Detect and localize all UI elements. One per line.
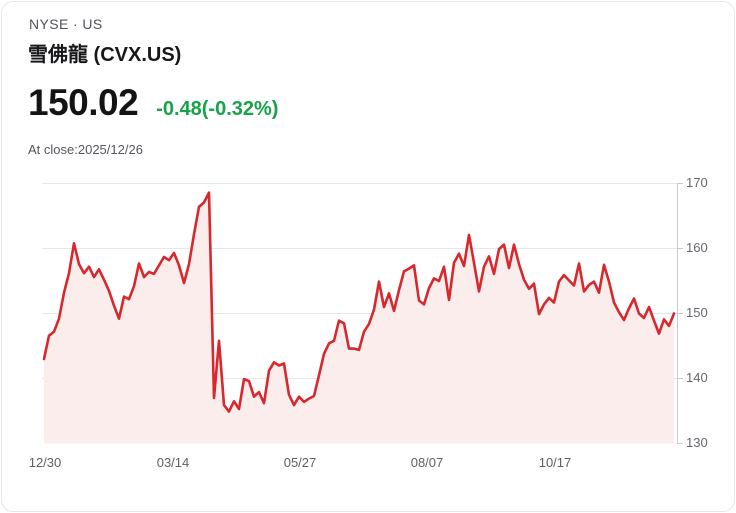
- area-fill: [44, 192, 674, 444]
- stock-title: 雪佛龍 (CVX.US): [28, 44, 182, 66]
- x-tick-0314: 03/14: [156, 455, 190, 470]
- y-tick-150: 150: [686, 305, 708, 320]
- y-tick-170: 170: [686, 175, 708, 190]
- y-tick-160: 160: [686, 240, 708, 255]
- y-tick-140: 140: [686, 370, 708, 385]
- x-tick-1230: 12/30: [28, 455, 62, 470]
- x-tick-0527: 05/27: [283, 455, 317, 470]
- y-axis: [677, 183, 683, 444]
- market-label: NYSE · US: [29, 16, 103, 32]
- price-change: -0.48(-0.32%): [156, 98, 279, 120]
- price-row: 150.02 -0.48(-0.32%): [28, 82, 278, 124]
- x-tick-0807: 08/07: [410, 455, 444, 470]
- current-price: 150.02: [28, 82, 139, 123]
- price-line: [42, 191, 676, 413]
- y-tick-130: 130: [686, 435, 708, 450]
- as-of-timestamp: At close:2025/12/26: [28, 142, 143, 157]
- x-tick-1017: 10/17: [538, 455, 572, 470]
